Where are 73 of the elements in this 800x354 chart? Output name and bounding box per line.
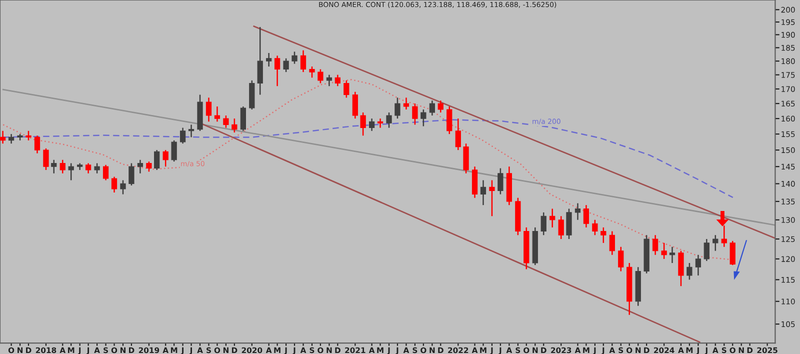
candlestick xyxy=(661,242,667,260)
candlestick xyxy=(704,238,710,262)
candlestick xyxy=(438,100,444,114)
candlestick xyxy=(344,80,350,98)
candlestick xyxy=(558,215,564,240)
candlestick xyxy=(429,100,435,116)
candlestick xyxy=(257,26,263,96)
candlestick xyxy=(574,202,581,220)
candlestick xyxy=(455,118,461,151)
candlestick xyxy=(34,134,40,154)
candlestick xyxy=(360,112,366,136)
candlestick xyxy=(686,262,692,280)
candlestick xyxy=(146,160,152,172)
candlestick xyxy=(214,106,220,122)
candlestick xyxy=(368,118,375,132)
candlestick xyxy=(206,97,212,122)
candlestick xyxy=(137,159,144,174)
candlestick xyxy=(730,240,736,266)
candlestick xyxy=(94,162,100,174)
candlestick xyxy=(60,159,66,174)
candlestick xyxy=(85,162,92,174)
candlestick xyxy=(420,108,426,127)
candlestick xyxy=(102,164,109,181)
candlestick xyxy=(652,234,658,256)
candlestick xyxy=(334,74,340,87)
candlestick xyxy=(266,52,272,68)
candlestick xyxy=(446,106,452,135)
candlestick xyxy=(386,112,392,128)
candlestick xyxy=(51,159,57,174)
candlestick xyxy=(609,230,615,256)
candlestick xyxy=(498,168,504,195)
candlestick xyxy=(240,106,246,132)
candlestick xyxy=(592,219,598,236)
candlestick xyxy=(43,148,49,171)
candlestick xyxy=(68,162,74,181)
candlestick xyxy=(111,176,118,194)
candlestick xyxy=(300,50,306,73)
candlestick xyxy=(309,66,315,78)
candlestick xyxy=(318,68,324,84)
candlestick xyxy=(326,74,332,87)
candlestick xyxy=(489,180,495,217)
candlestick xyxy=(550,208,556,228)
candlestick xyxy=(180,127,186,144)
candlestick xyxy=(188,124,194,138)
candlestick xyxy=(352,91,358,120)
candlestick xyxy=(480,180,486,206)
candlestick xyxy=(274,55,280,87)
candlestick xyxy=(171,140,177,162)
candlestick xyxy=(120,180,126,195)
candlestick xyxy=(162,149,168,168)
candlestick xyxy=(712,234,718,252)
candlestick xyxy=(232,118,238,134)
candlestick xyxy=(412,102,418,126)
candlestick xyxy=(669,246,676,264)
candlestick xyxy=(223,114,229,128)
candlestick xyxy=(600,226,606,244)
candlestick xyxy=(618,246,624,272)
candlestick xyxy=(8,133,14,144)
candlestick xyxy=(292,51,298,64)
candlestick xyxy=(394,97,400,120)
candlestick xyxy=(540,212,546,236)
candlestick xyxy=(583,204,590,228)
candlestick xyxy=(403,97,410,110)
candlestick xyxy=(26,130,32,141)
candlestick xyxy=(0,130,6,144)
candlestick xyxy=(283,58,289,73)
candlestick xyxy=(566,208,572,240)
candlestick xyxy=(678,250,684,287)
candlestick xyxy=(463,142,469,174)
candlestick xyxy=(154,149,160,171)
candlestick xyxy=(377,118,384,128)
candlestick xyxy=(695,254,702,276)
candlestick xyxy=(128,162,134,186)
